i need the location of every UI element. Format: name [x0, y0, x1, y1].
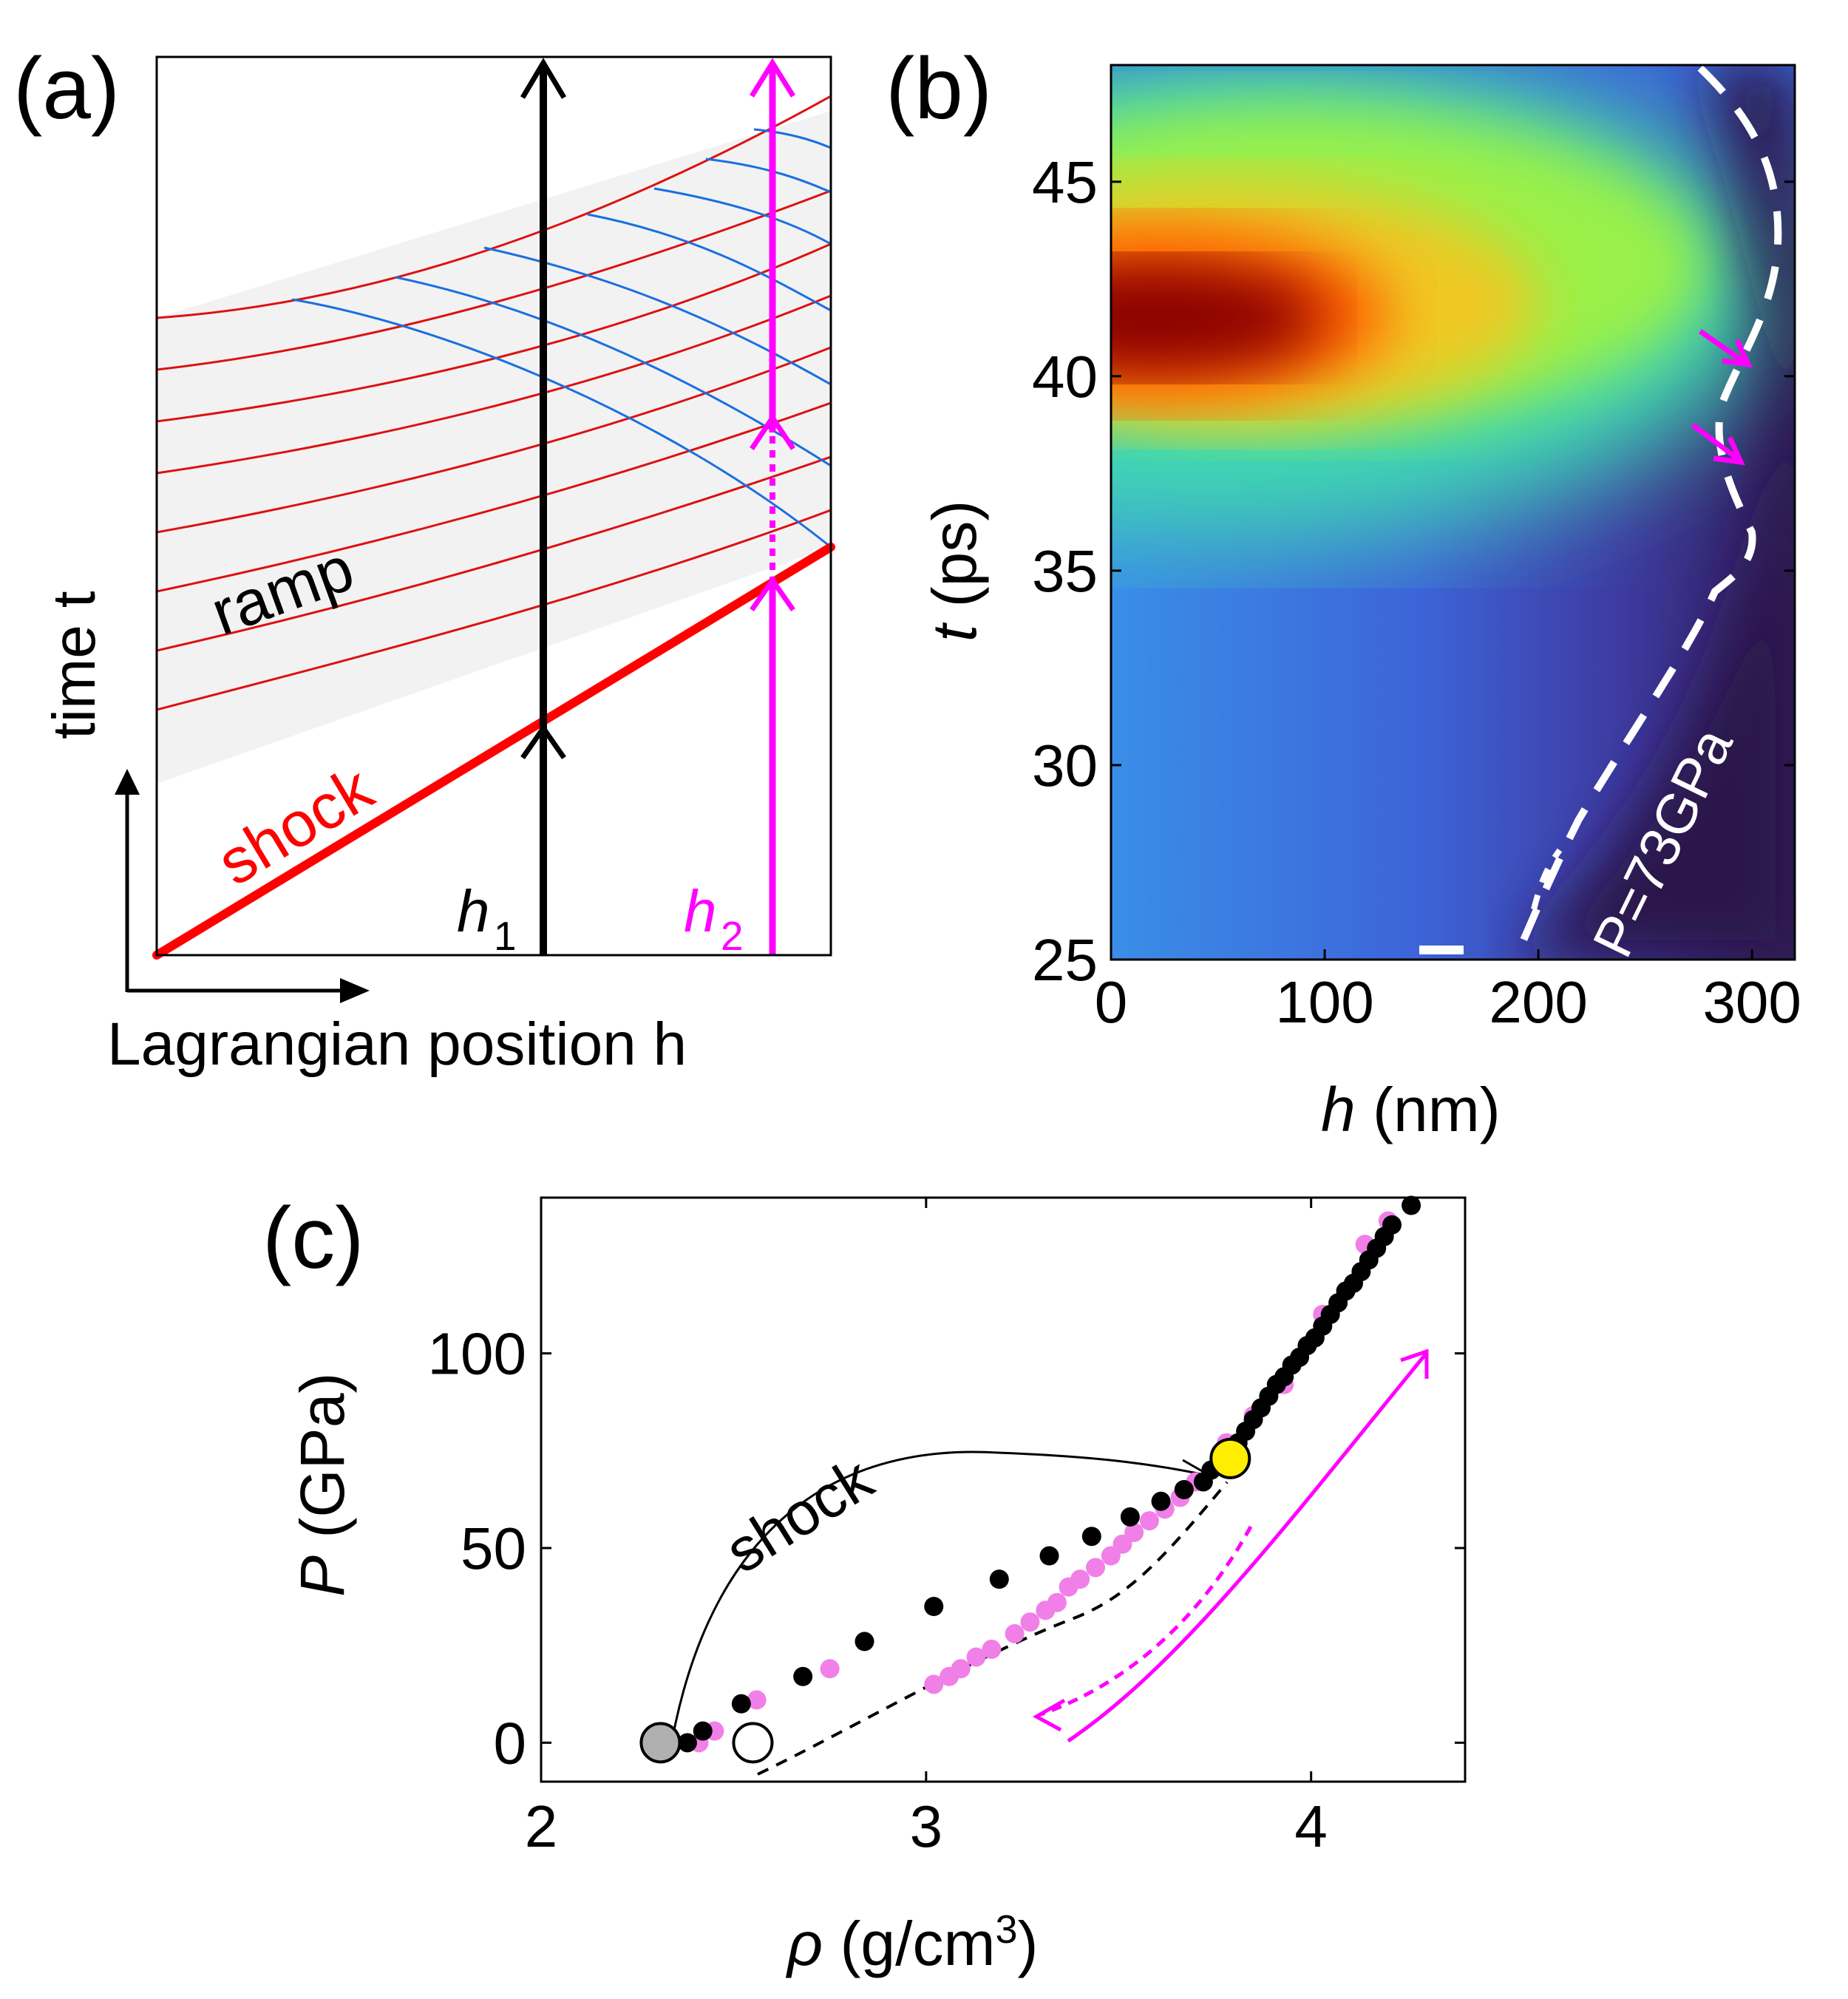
black-point [1081, 1527, 1101, 1547]
x-tick-label: 2 [525, 1793, 558, 1859]
y-tick-label: 45 [1032, 149, 1098, 215]
magenta-point [820, 1659, 840, 1679]
x-tick-label: 3 [910, 1793, 943, 1859]
y-tick-label: 40 [1032, 344, 1098, 410]
panel-c-frame [540, 1196, 1467, 1783]
magenta-point [966, 1647, 986, 1667]
shock-line [152, 543, 835, 960]
characteristic-reflected [587, 213, 831, 312]
h1-arrowhead-top [520, 58, 567, 99]
magenta-point [1005, 1623, 1025, 1643]
h2-arrowhead-low [750, 575, 795, 612]
h1-subscript: 1 [494, 913, 517, 959]
panel-c: (c) 2 3 4 0 50 100 shock ρ (g/cm3) P (GPa) [262, 1189, 1467, 1978]
panel-b-ylabel: t (ps) [920, 500, 989, 642]
panel-c-xlabel: ρ (g/cm3) [785, 1907, 1039, 1978]
characteristic-forward [157, 95, 831, 319]
h1-label: h [457, 878, 490, 944]
black-point [1120, 1507, 1140, 1527]
initial-state-point [639, 1722, 682, 1764]
h2-label: h [684, 878, 717, 944]
characteristic-forward [157, 509, 831, 711]
panel-a-label: (a) [13, 40, 120, 138]
y-tick-label: 35 [1032, 538, 1098, 604]
y-tick-label: 50 [461, 1516, 526, 1581]
h2-arrowhead-top [750, 58, 795, 98]
panel-b-frame [1110, 64, 1796, 961]
black-point [793, 1666, 813, 1686]
magenta-point [1124, 1522, 1144, 1542]
black-point [855, 1632, 874, 1652]
panel-c-shock-label: shock [714, 1445, 885, 1586]
x-tick-label: 0 [1095, 969, 1128, 1035]
magenta-point [1020, 1612, 1040, 1632]
data-points [639, 1195, 1421, 1764]
characteristic-forward [157, 294, 831, 475]
heatmap [1111, 65, 1795, 960]
magenta-point [1139, 1511, 1159, 1531]
black-point [1151, 1491, 1171, 1511]
x-tick-label: 200 [1489, 969, 1587, 1035]
h2-subscript: 2 [721, 913, 744, 959]
panel-c-ticks: 2 3 4 0 50 100 [428, 1198, 1465, 1859]
loading-arrow [1067, 1351, 1428, 1743]
ramp-region [157, 111, 831, 784]
black-point [989, 1569, 1009, 1589]
panel-b-ticks: 0 100 200 300 25 30 35 40 45 [1032, 149, 1801, 1035]
unloading-curve [757, 1481, 1229, 1776]
characteristic-forward [157, 455, 831, 652]
h2-arrowhead-mid [750, 413, 795, 450]
shock-path-curve [667, 1450, 1206, 1759]
characteristic-reflected [753, 128, 831, 149]
contour-73GPa [1512, 65, 1782, 961]
black-point [731, 1694, 751, 1714]
x-tick-label: 100 [1275, 969, 1373, 1035]
panel-c-ylabel: P (GPa) [288, 1373, 357, 1597]
release-state-point [732, 1722, 774, 1764]
magenta-point [1112, 1534, 1132, 1554]
y-tick-label: 0 [494, 1710, 527, 1776]
black-point [924, 1597, 944, 1616]
black-point [1382, 1215, 1402, 1235]
unloading-arrow [1038, 1525, 1253, 1717]
magenta-point [1070, 1569, 1090, 1589]
magenta-point [1047, 1592, 1067, 1612]
panel-a-ylabel: time t [41, 591, 108, 739]
magenta-point [747, 1690, 767, 1710]
x-tick-label: 300 [1702, 969, 1801, 1035]
characteristic-forward [157, 189, 831, 371]
characteristic-reflected [291, 298, 831, 549]
black-point [693, 1721, 713, 1741]
magenta-arrow [1691, 423, 1739, 461]
panel-b-label: (b) [886, 40, 992, 138]
magenta-arrow [1698, 329, 1747, 364]
magenta-point [1101, 1546, 1121, 1566]
panel-a-frame [155, 55, 832, 957]
black-point [1402, 1195, 1421, 1215]
characteristic-forward [157, 401, 831, 593]
h1-arrowhead-shock [520, 723, 566, 760]
x-tick-label: 4 [1294, 1793, 1328, 1859]
panel-c-label: (c) [262, 1189, 364, 1287]
magenta-point [982, 1639, 1002, 1659]
y-tick-label: 25 [1032, 927, 1098, 993]
magenta-point [1086, 1558, 1105, 1578]
magenta-point [951, 1659, 971, 1679]
shock-state-point [1209, 1437, 1251, 1479]
y-tick-label: 100 [428, 1321, 526, 1387]
panel-b-xlabel: h (nm) [1321, 1075, 1501, 1144]
y-tick-label: 30 [1032, 733, 1098, 798]
contour-fragment [1531, 848, 1563, 910]
magenta-point [924, 1674, 944, 1694]
characteristic-reflected [705, 157, 831, 194]
characteristic-forward [157, 346, 831, 534]
characteristic-reflected [653, 187, 831, 245]
panel-a-xlabel: Lagrangian position h [107, 1011, 687, 1078]
black-point [1174, 1480, 1194, 1499]
black-point [1039, 1546, 1059, 1566]
panel-a: (a) [13, 40, 835, 1078]
black-point [677, 1733, 697, 1753]
